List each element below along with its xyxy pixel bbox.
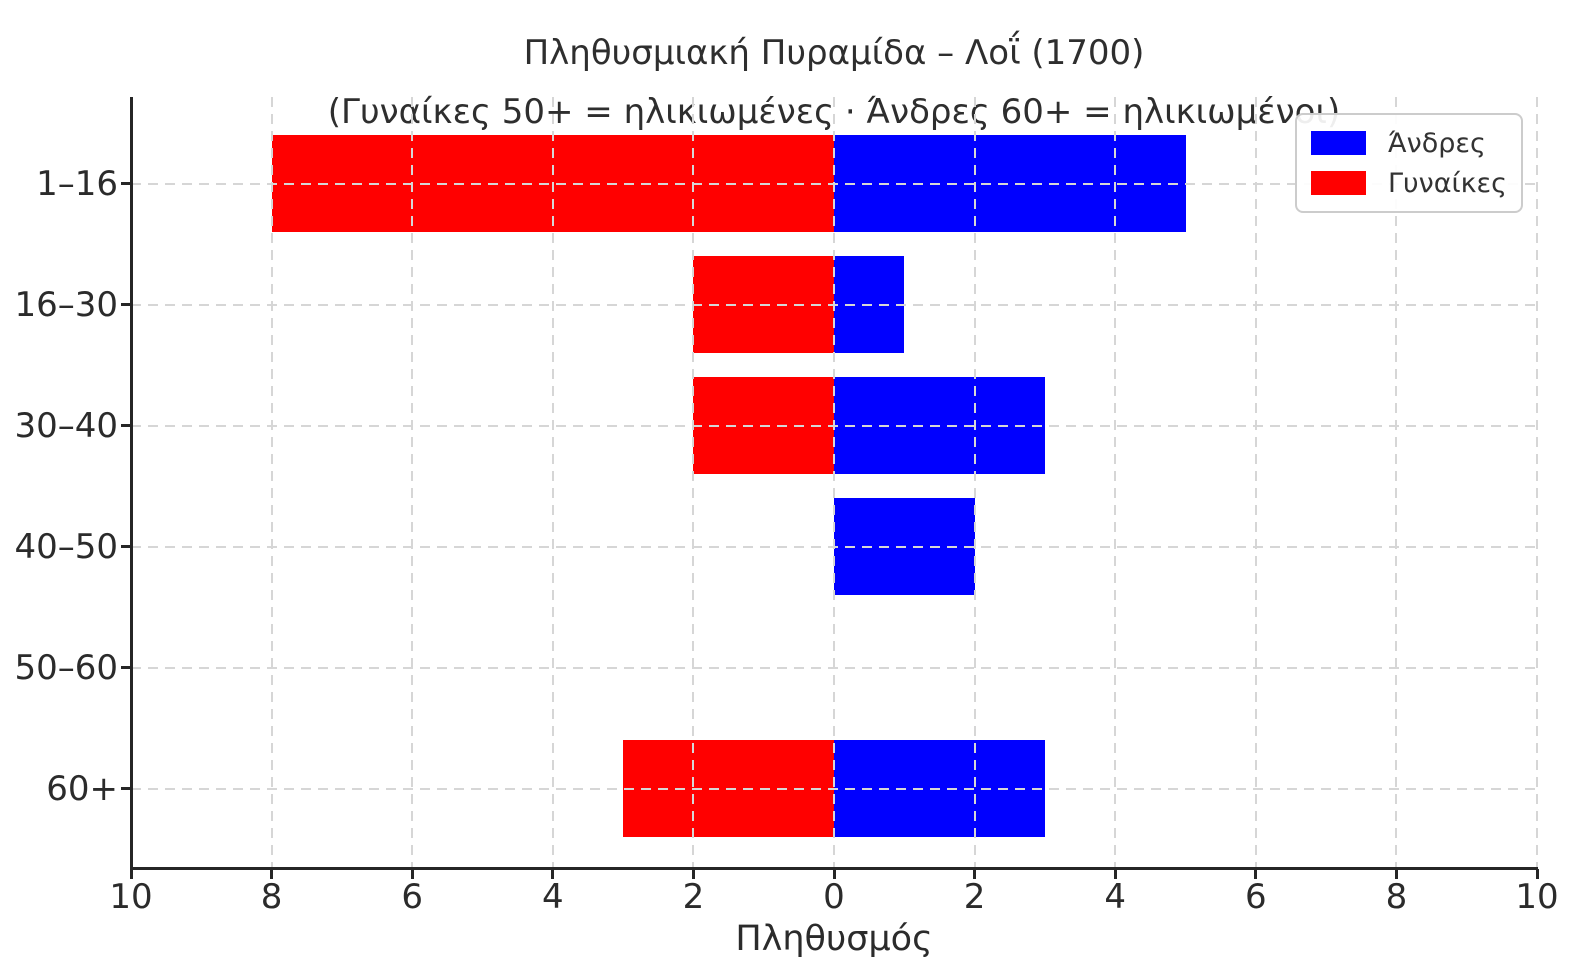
x-tick-label: 8: [1385, 877, 1408, 917]
x-tick-mark: [410, 869, 414, 879]
x-tick-label: 4: [541, 877, 564, 917]
y-category-label: 60+: [46, 768, 118, 809]
legend-item: Άνδρες: [1310, 123, 1507, 163]
gridline-horizontal: [131, 787, 1537, 790]
gridline-vertical: [551, 97, 554, 868]
x-tick-label: 10: [1515, 877, 1559, 917]
y-category-label: 50–60: [14, 647, 118, 688]
chart-title: Πληθυσμιακή Πυραμίδα – Λοΐ (1700): [523, 33, 1145, 73]
gridline-vertical: [692, 97, 695, 868]
y-category-label: 40–50: [14, 526, 118, 567]
gridline-vertical: [1395, 97, 1398, 868]
x-tick-label: 4: [1104, 877, 1127, 917]
x-tick-mark: [551, 869, 555, 879]
x-tick-mark: [1254, 869, 1258, 879]
legend-label: Άνδρες: [1387, 127, 1486, 159]
x-tick-mark: [832, 869, 836, 879]
y-category-label: 16–30: [14, 284, 118, 325]
x-tick-label: 0: [823, 877, 845, 917]
gridline-vertical: [1536, 97, 1538, 868]
x-tick-label: 10: [109, 877, 153, 917]
gridline-vertical: [411, 97, 414, 868]
gridline-horizontal: [131, 666, 1537, 669]
y-tick-mark: [121, 182, 131, 185]
x-tick-mark: [1113, 869, 1117, 879]
x-tick-label: 8: [260, 877, 283, 917]
gridline-horizontal: [131, 545, 1537, 548]
y-tick-mark: [121, 303, 131, 306]
y-category-label: 30–40: [14, 405, 118, 446]
y-tick-mark: [121, 545, 131, 548]
y-tick-mark: [121, 424, 131, 427]
x-tick-mark: [691, 869, 695, 879]
gridline-vertical: [270, 97, 273, 868]
gridline-vertical: [1254, 97, 1257, 868]
y-tick-mark: [121, 666, 131, 669]
x-tick-label: 2: [963, 877, 986, 917]
gridline-horizontal: [131, 182, 1537, 185]
plot-area: Άνδρες Γυναίκες: [130, 97, 1538, 870]
x-axis-spine: [130, 867, 1538, 870]
legend-swatch-women: [1310, 171, 1366, 195]
x-tick-mark: [129, 869, 133, 879]
gridline-horizontal: [131, 303, 1537, 306]
gridline-vertical: [1114, 97, 1117, 868]
legend-swatch-men: [1310, 131, 1366, 155]
gridline-horizontal: [131, 424, 1537, 427]
gridline-vertical: [973, 97, 976, 868]
legend-label: Γυναίκες: [1387, 167, 1507, 199]
x-tick-label: 2: [682, 877, 705, 917]
x-axis-title: Πληθυσμός: [735, 919, 933, 959]
y-tick-mark: [121, 787, 131, 790]
legend-item: Γυναίκες: [1310, 163, 1507, 203]
x-tick-label: 6: [1244, 877, 1267, 917]
y-axis-spine: [130, 97, 133, 868]
x-tick-mark: [1394, 869, 1398, 879]
x-tick-mark: [1535, 869, 1539, 879]
y-category-label: 1–16: [36, 163, 118, 204]
legend: Άνδρες Γυναίκες: [1294, 113, 1523, 213]
x-tick-mark: [973, 869, 977, 879]
gridline-vertical: [833, 97, 835, 868]
x-tick-label: 6: [401, 877, 424, 917]
x-tick-mark: [270, 869, 274, 879]
